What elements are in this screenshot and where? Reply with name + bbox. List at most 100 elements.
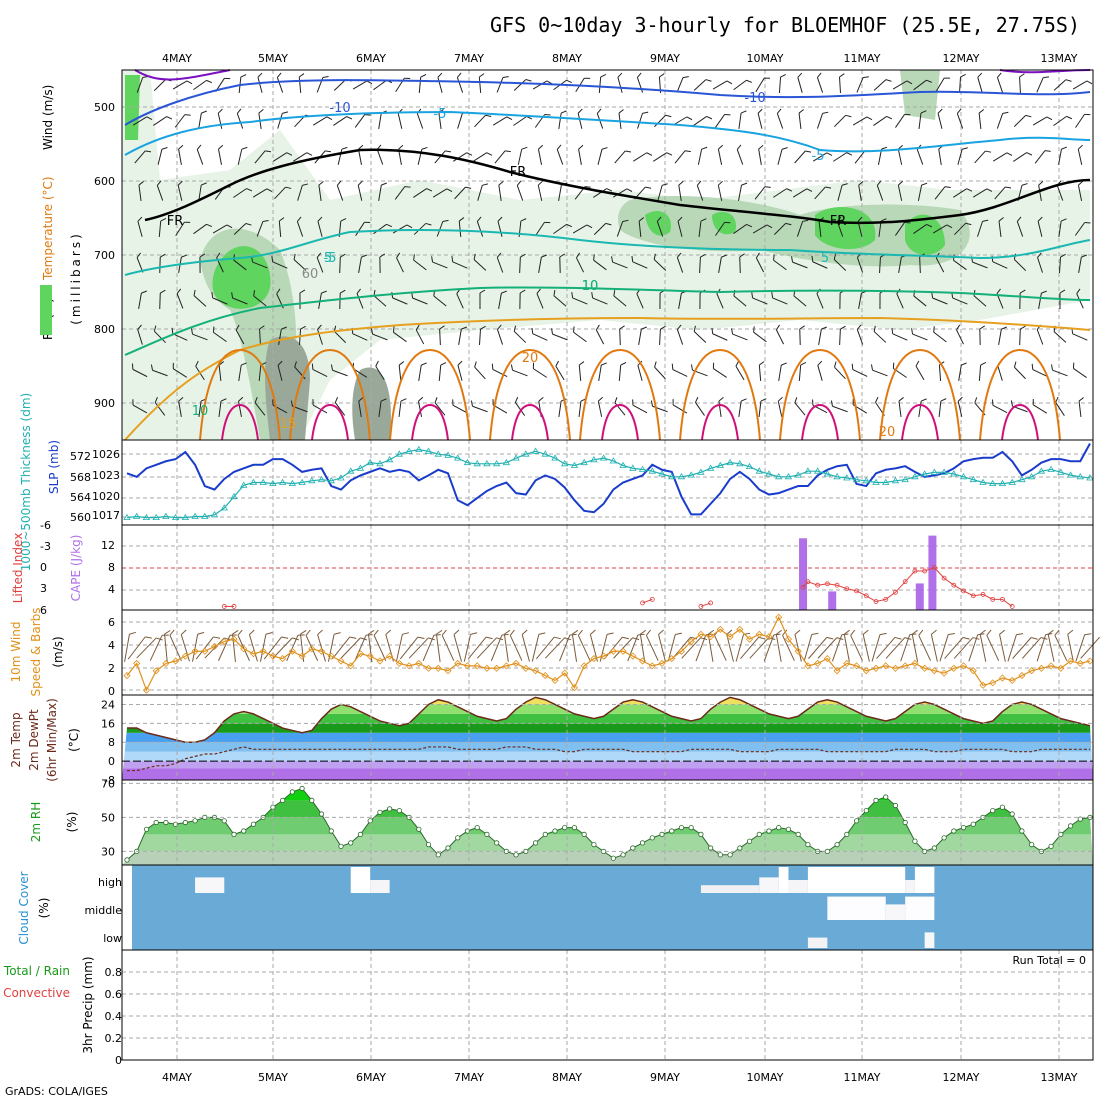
rh-point [941,835,947,841]
barb-shaft [352,80,368,90]
barb-shaft [808,637,828,659]
barb-shaft [831,634,843,662]
thickness-point [308,477,316,484]
wind-barb [1038,180,1044,201]
rh-point [688,824,694,831]
rh-point [737,845,743,851]
wind-barb [297,183,309,201]
barb-flag [590,629,596,635]
wind-barb [199,253,206,274]
barb-flag [700,253,706,258]
barb-shaft [558,113,562,129]
barb-shaft [798,112,802,130]
li-point [863,593,869,599]
rh-point [513,852,519,858]
barb-flag [330,364,333,371]
rh-point [387,806,393,812]
barb-flag [740,398,747,402]
wind-barb [892,80,913,90]
rh-point [571,824,578,831]
rh-point [785,826,792,832]
barb-shaft [156,185,164,201]
wind10-point [1018,672,1026,680]
barb-flag [921,182,928,186]
cloud-cell [914,867,935,893]
barb-flag [146,116,153,120]
barb-shaft [803,634,813,662]
barb-flag [909,633,917,636]
wind-barb [394,186,411,200]
barb-shaft [176,293,184,309]
barb-shaft [1012,637,1032,659]
barb-flag [245,223,252,226]
wind10-barb [918,629,932,661]
barb-flag [632,399,634,406]
wind-barb [758,144,764,165]
wind-barb [496,76,509,93]
barb-flag [226,224,233,229]
barb-shaft [413,259,427,271]
barb-flag [340,253,346,258]
barb-flag [555,360,559,367]
barb-flag [485,114,492,117]
bottom-date-axis: 4MAY 5MAY 6MAY 7MAY 8MAY 9MAY 10MAY 11MAY 12MAY 1… [162,1071,1078,1084]
barb-flag [755,252,760,259]
wind10-barb [775,629,782,662]
wind-barb [494,150,511,164]
rh-point [124,857,130,863]
wind-barb [693,79,712,91]
barb-flag [1050,364,1054,371]
barb-shaft [134,150,146,164]
barb-flag [505,150,511,153]
barb-flag [440,362,447,366]
wind-barb [617,72,623,93]
barb-flag [257,72,263,78]
barb-shaft [597,401,603,417]
barb-flag [136,252,142,258]
barb-flag [431,256,434,263]
level-tick: 700 [94,249,115,262]
barb-flag [276,72,282,78]
wind10-barb [850,629,863,661]
barb-shaft [1067,634,1074,662]
wind-barb [553,289,567,307]
temp-band [122,742,1093,752]
barb-shaft [645,635,659,661]
barb-flag [724,221,731,224]
barb-flag [1005,186,1012,189]
barb-flag [521,629,528,635]
barb-shaft [698,220,702,238]
barb-flag [812,399,814,406]
wind10-point [570,684,579,692]
barb-flag [466,152,473,156]
barb-flag [706,116,713,120]
wind10-point [1076,659,1084,667]
barb-flag [385,629,392,635]
wind10-barb [467,636,493,660]
date-label: 9MAY [650,52,680,65]
barb-flag [740,110,747,114]
wind10-barb [248,629,258,662]
barb-flag [425,222,432,226]
contour-label: -5 [434,107,447,122]
barb-shaft [897,185,903,201]
wind10-barb [900,633,917,662]
barb-shaft [278,220,282,238]
barb-flag [775,629,782,635]
thickness-point [736,460,744,467]
barb-shaft [305,635,319,661]
barb-shaft [938,149,942,165]
rh-tick: 70 [101,777,115,790]
barb-flag [302,183,309,186]
wind-barb [357,180,363,201]
wind-barb [137,324,143,345]
barb-shaft [974,150,986,164]
barb-shaft [636,293,644,309]
wind-barb [735,360,745,381]
wind10-barb [658,629,666,662]
temp-band [122,751,1093,762]
barb-shaft [738,401,742,417]
barb-flag [206,223,213,228]
credit-text: GrADS: COLA/IGES [5,1085,108,1098]
thickness-point [784,473,793,480]
